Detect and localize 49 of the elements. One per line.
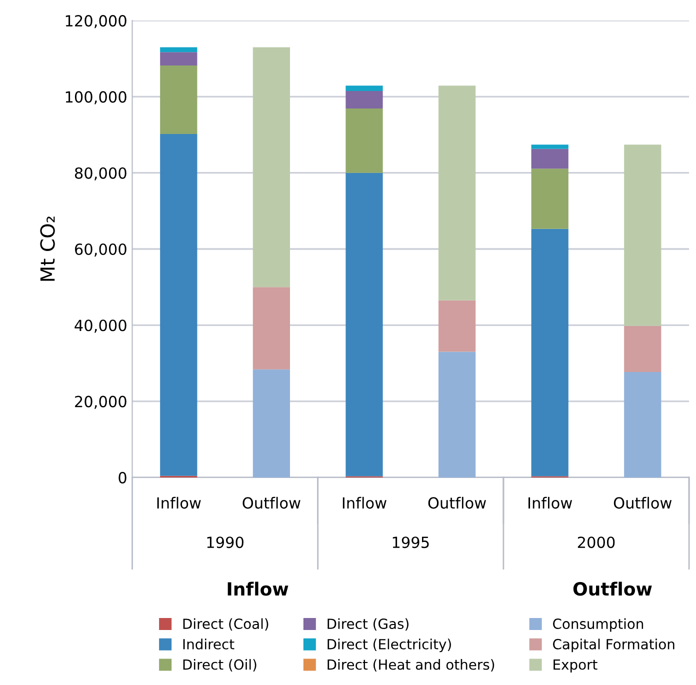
bar (624, 326, 662, 372)
bar (531, 228, 568, 476)
bar (531, 168, 568, 229)
bar (438, 300, 476, 352)
legend-label: Capital Formation (553, 638, 674, 652)
legend-label: Direct (Coal) (183, 618, 268, 631)
y-tick-label: 20,000 (75, 396, 126, 409)
y-tick-label: 80,000 (74, 167, 126, 180)
y-tick-label: 120,000 (66, 15, 126, 28)
text: Inflow (228, 582, 288, 596)
legend-label: Indirect (183, 638, 234, 650)
bar (346, 108, 383, 173)
bar (160, 134, 198, 476)
bar (252, 287, 290, 370)
x-tick-label: Inflow (528, 496, 572, 509)
bar (624, 144, 662, 326)
bar (160, 52, 198, 66)
legend-label: Direct (Gas) (328, 618, 408, 631)
bar (438, 352, 476, 478)
bar (346, 86, 383, 91)
y-axis-title: Mt CO₂ (40, 216, 55, 281)
bar (346, 90, 383, 108)
y-tick-label: 100,000 (66, 91, 126, 104)
x-tick-label: Outflow (428, 496, 486, 509)
legend-label: Direct (Heat and others) (328, 659, 494, 672)
bar (252, 369, 290, 478)
x-tick-label: Outflow (614, 496, 672, 509)
x-tick-label: Outflow (242, 496, 300, 509)
bar (346, 172, 383, 476)
x-tick-label: Inflow (157, 496, 201, 509)
bar (252, 47, 290, 288)
text: 2000 (578, 536, 615, 548)
bar (531, 144, 568, 149)
text: 1995 (392, 536, 429, 548)
bar (531, 148, 568, 169)
text: Outflow (573, 582, 652, 596)
bar (160, 47, 198, 52)
y-tick-label: 40,000 (74, 320, 126, 333)
bar (624, 372, 662, 478)
y-tick-label: 60,000 (74, 243, 126, 257)
bar (160, 65, 198, 134)
text: 1990 (207, 536, 244, 548)
legend-label: Direct (Electricity) (328, 638, 451, 652)
x-tick-label: Inflow (342, 496, 386, 509)
bar (438, 86, 476, 300)
legend-label: Direct (Oil) (183, 659, 256, 672)
legend-label: Consumption (553, 618, 644, 632)
legend-label: Export (554, 659, 598, 672)
y-tick-label: 0 (118, 472, 126, 484)
